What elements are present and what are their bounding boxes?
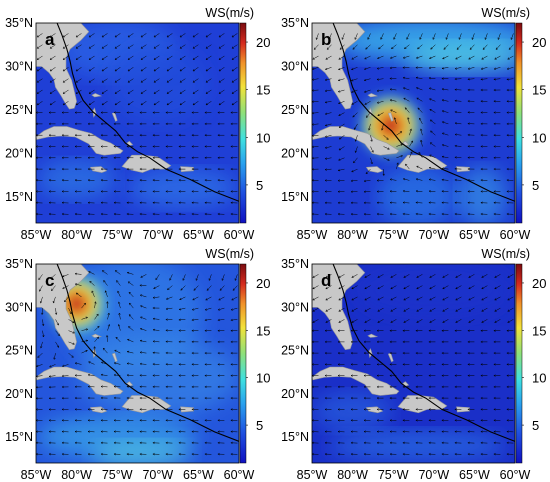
- wind-vectors-a: [36, 33, 238, 216]
- wind-field-d: [312, 264, 515, 463]
- wind-vectors-c: [36, 270, 238, 456]
- wind-field-b: [312, 23, 515, 223]
- hurricane-track-a: [56, 23, 239, 202]
- lon-tick-label: 70°W: [418, 468, 449, 482]
- map-panel-a: a 15°N 20°N 25°N 30°N 35°N 85°W 80°W 75°W 70°W 65°…: [5, 6, 270, 242]
- colorbar-c: [239, 263, 247, 464]
- lon-tick-label: 80°W: [61, 228, 92, 242]
- colorbar-tick-label: 10: [256, 130, 270, 145]
- lat-tick-label: 35°N: [5, 16, 33, 30]
- colorbar-tick-label: 5: [256, 178, 263, 193]
- land-c: [36, 264, 194, 414]
- colorbar-label: WS(m/s): [205, 247, 254, 261]
- lon-tick-label: 80°W: [61, 468, 92, 482]
- lat-tick-label: 15°N: [281, 190, 309, 204]
- colorbar-tick-label: 5: [532, 178, 539, 193]
- colorbar-tick-label: 15: [532, 323, 546, 338]
- hurricane-track-d: [332, 264, 515, 442]
- lon-tick-label: 85°W: [21, 228, 52, 242]
- lat-tick-label: 25°N: [281, 344, 309, 358]
- lat-tick-label: 30°N: [5, 59, 33, 73]
- lon-tick-label: 85°W: [297, 228, 328, 242]
- colorbar-tick-label: 5: [532, 418, 539, 433]
- map-panel-c: c 15°N 20°N 25°N 30°N 35°N 85°W 80°W 75°W 70°W 65°…: [5, 247, 270, 482]
- lat-tick-label: 25°N: [281, 103, 309, 117]
- colorbar-tick-label: 20: [256, 35, 270, 50]
- lon-tick-label: 60°W: [500, 468, 531, 482]
- panel-label-a: a: [45, 30, 55, 49]
- panel-label-b: b: [321, 30, 331, 49]
- land-a: [36, 23, 194, 173]
- lon-tick-label: 70°W: [142, 228, 173, 242]
- map-panel-d: d 15°N 20°N 25°N 30°N 35°N 85°W 80°W 75°W 70°W 65°…: [281, 247, 546, 482]
- lon-tick-label: 60°W: [500, 228, 531, 242]
- lat-tick-label: 15°N: [5, 430, 33, 444]
- lat-tick-label: 15°N: [281, 430, 309, 444]
- map-frame-b: [311, 22, 516, 224]
- lon-tick-label: 75°W: [378, 228, 409, 242]
- lon-tick-label: 70°W: [142, 468, 173, 482]
- colorbar-tick-label: 20: [256, 276, 270, 291]
- colorbar-label: WS(m/s): [481, 6, 530, 20]
- colorbar-tick-label: 20: [532, 35, 546, 50]
- lat-tick-label: 20°N: [281, 387, 309, 401]
- lon-tick-label: 80°W: [337, 468, 368, 482]
- lat-tick-label: 15°N: [5, 190, 33, 204]
- wind-field-c: [36, 264, 239, 463]
- colorbar-tick-label: 10: [532, 371, 546, 386]
- lon-tick-label: 85°W: [21, 468, 52, 482]
- lon-tick-label: 65°W: [183, 468, 214, 482]
- lon-tick-label: 65°W: [183, 228, 214, 242]
- map-frame-d: [311, 263, 516, 464]
- panel-label-d: d: [321, 271, 331, 290]
- map-frame-c: [35, 263, 240, 464]
- colorbar-tick-label: 10: [256, 371, 270, 386]
- colorbar-tick-label: 10: [532, 130, 546, 145]
- lat-tick-label: 35°N: [281, 16, 309, 30]
- lon-tick-label: 60°W: [224, 468, 255, 482]
- lat-tick-label: 35°N: [5, 257, 33, 271]
- lat-tick-label: 20°N: [5, 387, 33, 401]
- land-b: [312, 23, 470, 173]
- colorbar-a: [239, 22, 247, 224]
- colorbar-tick-label: 20: [532, 276, 546, 291]
- colorbar-tick-label: 15: [532, 83, 546, 98]
- lat-tick-label: 25°N: [5, 103, 33, 117]
- lat-tick-label: 25°N: [5, 344, 33, 358]
- lon-tick-label: 80°W: [337, 228, 368, 242]
- panel-label-c: c: [45, 271, 54, 290]
- colorbar-tick-label: 15: [256, 83, 270, 98]
- lon-tick-label: 70°W: [418, 228, 449, 242]
- lon-tick-label: 75°W: [102, 228, 133, 242]
- colorbar-tick-label: 15: [256, 323, 270, 338]
- lon-tick-label: 75°W: [102, 468, 133, 482]
- map-panel-b: b 15°N 20°N 25°N 30°N 35°N 85°W 80°W 75°W 70°W 65°…: [281, 6, 546, 242]
- lon-tick-label: 85°W: [297, 468, 328, 482]
- lat-tick-label: 20°N: [5, 146, 33, 160]
- hurricane-track-c: [56, 264, 239, 442]
- colorbar-label: WS(m/s): [205, 6, 254, 20]
- lat-tick-label: 30°N: [281, 59, 309, 73]
- wind-vectors-d: [312, 274, 514, 456]
- wind-field-a: [36, 23, 239, 223]
- lon-tick-label: 60°W: [224, 228, 255, 242]
- hurricane-track-b: [332, 23, 515, 202]
- lon-tick-label: 75°W: [378, 468, 409, 482]
- colorbar-b: [515, 22, 523, 224]
- wind-vectors-b: [312, 33, 514, 216]
- lat-tick-label: 30°N: [5, 300, 33, 314]
- colorbar-d: [515, 263, 523, 464]
- lat-tick-label: 30°N: [281, 300, 309, 314]
- colorbar-label: WS(m/s): [481, 247, 530, 261]
- lat-tick-label: 35°N: [281, 257, 309, 271]
- map-frame-a: [35, 22, 240, 224]
- lon-tick-label: 65°W: [459, 468, 490, 482]
- colorbar-tick-label: 5: [256, 418, 263, 433]
- lon-tick-label: 65°W: [459, 228, 490, 242]
- lat-tick-label: 20°N: [281, 146, 309, 160]
